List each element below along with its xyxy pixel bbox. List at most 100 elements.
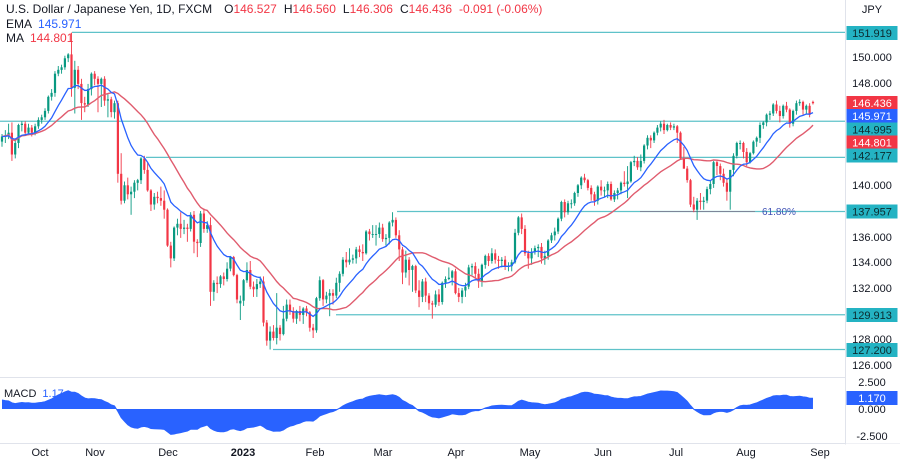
candle-body (782, 105, 785, 117)
candle-body (40, 117, 43, 120)
candle-body (186, 227, 189, 229)
time-axis-label: Feb (306, 447, 325, 459)
candle-body (255, 284, 258, 290)
candle-body (520, 217, 523, 229)
candle-body (729, 169, 732, 192)
open-label: O (224, 2, 234, 16)
candle-body (762, 122, 765, 125)
time-axis[interactable] (0, 444, 900, 461)
candle-body (467, 267, 470, 287)
symbol-title[interactable]: U.S. Dollar / Japanese Yen, 1D, FXCM (6, 2, 213, 16)
price-badge-bg (846, 122, 898, 137)
candle-body (586, 180, 589, 188)
price-axis[interactable] (846, 0, 900, 444)
candle-body (596, 186, 599, 201)
candle-body (805, 105, 808, 110)
open-value: 146.527 (233, 2, 277, 16)
candle-body (451, 271, 454, 278)
candle-body (34, 126, 37, 133)
candle-body (358, 249, 361, 252)
price-badge-bg (846, 148, 898, 163)
candle-body (70, 54, 73, 88)
candle-body (242, 280, 245, 301)
candle-body (566, 203, 570, 213)
candle-body (715, 162, 719, 166)
ema-line[interactable] (1, 84, 814, 318)
candle-body (20, 123, 23, 125)
candle-body (742, 143, 745, 152)
candle-body (341, 259, 344, 274)
candle-body (133, 182, 136, 192)
candle-body (226, 268, 229, 279)
candle-body (153, 196, 156, 205)
candle-body (179, 223, 182, 229)
candle-body (504, 259, 507, 267)
candle-body (464, 286, 467, 291)
price-badge-bg (846, 308, 898, 322)
ma-legend-row: MA 144.801 (6, 31, 73, 45)
candle-body (338, 273, 341, 283)
macd-area[interactable] (2, 390, 813, 435)
candle-body (130, 191, 133, 195)
candle-body (206, 225, 209, 229)
candle-body (689, 180, 692, 205)
candle-body (725, 182, 728, 192)
candle-body (252, 286, 255, 290)
candle-body (388, 222, 391, 238)
candle-body (335, 282, 338, 296)
candle-body (418, 290, 421, 297)
candle-body (245, 270, 248, 281)
candle-body (103, 78, 106, 101)
candle-body (149, 190, 152, 205)
price-tick-label: 134.000 (852, 257, 892, 269)
ma-value: 144.801 (30, 31, 74, 45)
candle-body (143, 158, 146, 170)
ema-value: 145.971 (38, 17, 82, 31)
candle-body (547, 240, 550, 256)
candle-body (30, 127, 33, 133)
macd-name: MACD (4, 388, 37, 400)
candle-body (235, 275, 239, 300)
candle-body (808, 105, 811, 115)
candle-body (580, 177, 583, 186)
candle-body (96, 78, 100, 84)
candle-body (722, 173, 725, 183)
candle-body (421, 281, 424, 297)
candle-body (550, 235, 553, 241)
candle-body (361, 252, 364, 254)
ma-label: MA (6, 31, 24, 45)
candle-body (87, 89, 90, 105)
candle-body (146, 169, 149, 191)
price-tick-label: 150.000 (852, 52, 892, 64)
candle-body (699, 200, 702, 202)
ma-line[interactable] (1, 91, 814, 311)
candle-body (37, 119, 40, 127)
candle-body (749, 153, 752, 163)
candle-body (705, 189, 709, 201)
price-badge: 151.919 (852, 28, 892, 40)
candle-body (345, 259, 348, 263)
candle-body (391, 219, 394, 223)
candle-body (758, 125, 762, 138)
candle-body (457, 293, 460, 297)
candle-body (494, 253, 497, 260)
candle-body (67, 54, 70, 59)
candle-body (312, 327, 315, 331)
candle-body (63, 58, 66, 68)
candle-body (278, 327, 282, 335)
change-value: -0.091 (-0.06%) (459, 2, 543, 16)
candle-body (398, 235, 401, 250)
candle-body (275, 327, 278, 338)
candle-body (434, 294, 437, 305)
candle-body (120, 173, 123, 201)
candle-body (643, 145, 646, 161)
candle-body (262, 281, 265, 323)
time-axis-label: May (520, 447, 541, 459)
candle-body (73, 69, 76, 88)
candle-body (669, 125, 672, 128)
candle-body (696, 200, 699, 210)
candle-body (441, 282, 444, 302)
price-tick-label: 132.000 (852, 283, 892, 295)
